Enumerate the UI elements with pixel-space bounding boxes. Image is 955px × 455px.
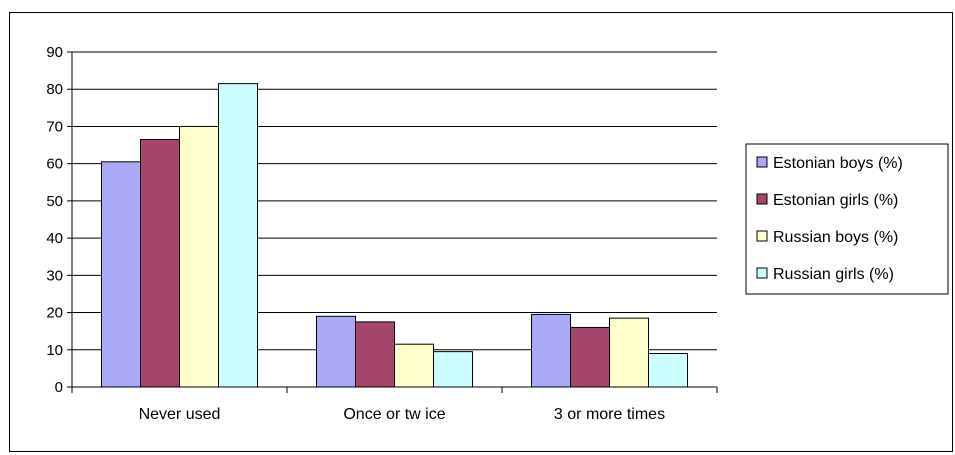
y-tick-label: 30: [46, 267, 63, 284]
bar-4-3: [648, 353, 688, 388]
y-tick-label: 90: [46, 44, 63, 61]
y-tick-label: 80: [46, 81, 63, 98]
y-tick-label: 20: [46, 305, 63, 322]
x-category-label: Never used: [139, 406, 221, 423]
legend-swatch: [756, 267, 768, 279]
bar-3-1: [179, 125, 219, 388]
bar-2-1: [140, 138, 180, 388]
axes: 0 10 20 30 40 50 60 70 80 90 Never used Once or tw …: [46, 44, 718, 423]
legend: Estonian boys (%) Estonian girls (%) Russi…: [745, 143, 949, 295]
legend-swatch: [756, 230, 768, 242]
bar-4-1: [218, 83, 258, 388]
bar-1-1: [101, 161, 141, 388]
y-tick-label: 0: [55, 379, 63, 396]
bar-4-2: [433, 351, 473, 388]
legend-label: Estonian girls (%): [773, 192, 898, 209]
legend-swatch: [756, 193, 768, 205]
bars: [101, 83, 688, 388]
bar-2-3: [570, 326, 610, 388]
x-category-label: Once or tw ice: [343, 406, 445, 423]
y-tick-label: 70: [46, 118, 63, 135]
bar-1-3: [531, 313, 571, 388]
legend-label: Russian boys (%): [773, 229, 898, 246]
bar-3-3: [609, 317, 649, 388]
y-tick-label: 10: [46, 342, 63, 359]
bar-2-2: [355, 321, 395, 388]
y-tick-label: 60: [46, 156, 63, 173]
y-tick-label: 40: [46, 230, 63, 247]
bar-3-2: [394, 343, 434, 388]
legend-label: Estonian boys (%): [773, 155, 903, 172]
legend-label: Russian girls (%): [773, 266, 894, 283]
legend-swatch: [756, 156, 768, 168]
legend-box: [745, 143, 949, 295]
y-tick-label: 50: [46, 193, 63, 210]
x-category-label: 3 or more times: [554, 406, 665, 423]
bar-1-2: [316, 315, 356, 388]
